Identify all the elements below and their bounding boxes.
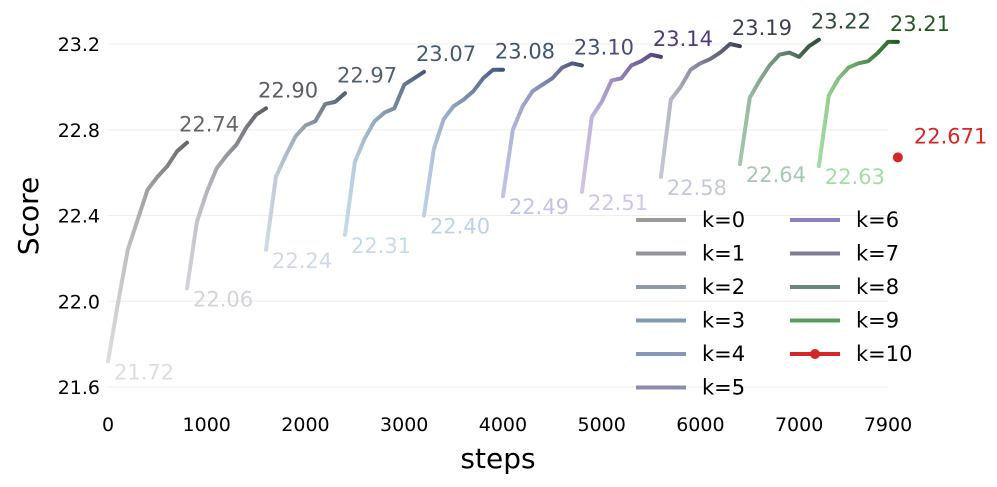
segment-start-label: 22.40 xyxy=(430,215,490,239)
segment-start-label: 22.63 xyxy=(825,165,885,189)
x-tick-label: 3000 xyxy=(380,414,428,436)
segment-start-label: 22.24 xyxy=(272,249,332,273)
segment-start-label: 22.31 xyxy=(351,234,411,258)
series-line-k8 xyxy=(737,37,821,167)
series-layer xyxy=(106,37,903,364)
series-line-k2 xyxy=(263,91,347,252)
x-tick-label: 0 xyxy=(102,414,114,436)
segment-start-label: 22.49 xyxy=(509,195,569,219)
x-tick-label: 4000 xyxy=(479,414,527,436)
segment-end-label: 23.07 xyxy=(416,42,476,66)
segment-end-label: 23.22 xyxy=(811,10,871,34)
segment-end-label: 22.74 xyxy=(179,113,239,137)
legend-label: k=3 xyxy=(702,309,745,333)
segment-start-label: 22.58 xyxy=(667,176,727,200)
series-line-k7 xyxy=(658,42,742,179)
legend-label: k=4 xyxy=(702,342,745,366)
segment-start-label: 22.06 xyxy=(193,287,253,311)
series-line-k5 xyxy=(500,61,584,199)
legend-label: k=9 xyxy=(856,309,899,333)
y-tick-label: 21.6 xyxy=(58,377,100,399)
segment-start-label: 22.64 xyxy=(746,163,806,187)
segment-end-label: 23.21 xyxy=(890,12,950,36)
x-tick-label: 2000 xyxy=(281,414,329,436)
x-tick-label: 7900 xyxy=(864,414,912,436)
grid xyxy=(108,43,888,388)
legend-label: k=2 xyxy=(702,275,745,299)
segment-end-label: 23.10 xyxy=(574,35,634,59)
legend-label: k=7 xyxy=(856,242,899,266)
x-tick-label: 1000 xyxy=(183,414,231,436)
x-axis-ticks: 0 1000 2000 3000 4000 5000 6000 7000 7900 xyxy=(102,414,912,436)
segment-label-k10: 22.671 xyxy=(914,124,987,148)
y-tick-label: 23.2 xyxy=(58,34,100,56)
y-axis-title: Score xyxy=(12,177,45,255)
series-line-k0 xyxy=(106,140,189,364)
data-point-k10 xyxy=(892,152,903,163)
x-tick-label: 5000 xyxy=(577,414,625,436)
legend-label: k=8 xyxy=(856,275,899,299)
series-line-k4 xyxy=(421,67,505,218)
series-line-k6 xyxy=(579,52,663,194)
x-tick-label: 7000 xyxy=(775,414,823,436)
y-tick-label: 22.4 xyxy=(58,206,100,228)
x-tick-label: 6000 xyxy=(676,414,724,436)
legend-label: k=0 xyxy=(702,208,745,232)
legend-label: k=5 xyxy=(702,376,745,400)
segment-end-label: 23.08 xyxy=(495,40,555,64)
legend-label: k=1 xyxy=(702,242,745,266)
y-axis-ticks: 21.6 22.0 22.4 22.8 23.2 xyxy=(58,34,100,399)
series-line-k3 xyxy=(342,69,426,237)
legend-label: k=10 xyxy=(856,342,912,366)
segment-label-layer: 21.72 22.74 22.06 22.90 22.24 22.97 22.31 23.07… xyxy=(114,10,987,385)
series-line-k9 xyxy=(816,39,900,169)
segment-end-label: 23.19 xyxy=(732,16,792,40)
segment-end-label: 23.14 xyxy=(653,27,713,51)
legend: k=0 k=1 k=2 k=3 k=4 k=5 k=6 k=7 k=8 k=9 k=10 xyxy=(636,208,912,400)
legend-marker xyxy=(810,349,820,359)
segment-start-label: 21.72 xyxy=(114,360,174,384)
y-tick-label: 22.0 xyxy=(58,291,100,313)
segment-end-label: 22.97 xyxy=(337,63,397,87)
segment-start-label: 22.51 xyxy=(588,191,648,215)
legend-label: k=6 xyxy=(856,208,899,232)
y-tick-label: 22.8 xyxy=(58,120,100,142)
x-axis-title: steps xyxy=(460,442,535,475)
series-line-k1 xyxy=(184,106,268,291)
segment-end-label: 22.90 xyxy=(258,78,318,102)
